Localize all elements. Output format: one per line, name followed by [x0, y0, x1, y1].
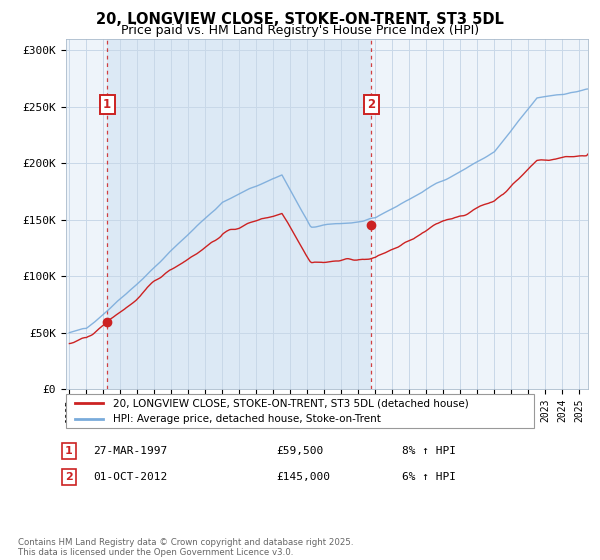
Text: 2: 2 — [367, 98, 375, 111]
Text: 1: 1 — [65, 446, 73, 456]
Text: £59,500: £59,500 — [276, 446, 323, 456]
Text: 8% ↑ HPI: 8% ↑ HPI — [402, 446, 456, 456]
Text: HPI: Average price, detached house, Stoke-on-Trent: HPI: Average price, detached house, Stok… — [113, 414, 380, 424]
Text: Price paid vs. HM Land Registry's House Price Index (HPI): Price paid vs. HM Land Registry's House … — [121, 24, 479, 37]
Text: Contains HM Land Registry data © Crown copyright and database right 2025.
This d: Contains HM Land Registry data © Crown c… — [18, 538, 353, 557]
Text: 20, LONGVIEW CLOSE, STOKE-ON-TRENT, ST3 5DL (detached house): 20, LONGVIEW CLOSE, STOKE-ON-TRENT, ST3 … — [113, 398, 469, 408]
Text: 6% ↑ HPI: 6% ↑ HPI — [402, 472, 456, 482]
Text: 20, LONGVIEW CLOSE, STOKE-ON-TRENT, ST3 5DL: 20, LONGVIEW CLOSE, STOKE-ON-TRENT, ST3 … — [96, 12, 504, 27]
Text: 01-OCT-2012: 01-OCT-2012 — [93, 472, 167, 482]
Text: 1: 1 — [103, 98, 111, 111]
FancyBboxPatch shape — [66, 394, 534, 428]
Bar — [107, 39, 371, 389]
Text: 2: 2 — [65, 472, 73, 482]
Text: 27-MAR-1997: 27-MAR-1997 — [93, 446, 167, 456]
Text: £145,000: £145,000 — [276, 472, 330, 482]
